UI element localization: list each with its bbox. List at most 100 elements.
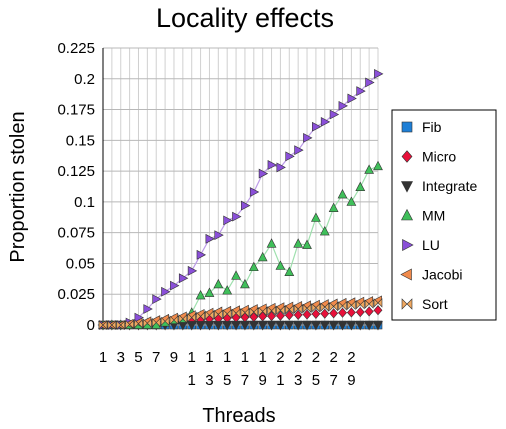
x-tick-label: 5	[134, 349, 142, 366]
data-point-integrate	[240, 321, 250, 331]
data-point-lu	[267, 160, 277, 170]
data-point-lu	[223, 215, 233, 226]
data-point-integrate	[355, 321, 366, 331]
x-tick-label: 5	[312, 372, 320, 389]
data-point-integrate	[284, 321, 295, 331]
data-point-integrate	[328, 321, 339, 331]
data-point-integrate	[337, 321, 348, 331]
legend-marker-jacobi	[400, 268, 412, 281]
data-point-lu	[294, 145, 304, 156]
data-point-lu	[320, 116, 331, 127]
y-tick-label: 0.075	[57, 225, 95, 242]
data-point-sort	[125, 319, 134, 330]
data-point-mm	[257, 251, 268, 262]
data-point-integrate	[204, 321, 215, 331]
legend-item-integrate: Integrate	[401, 178, 477, 194]
data-point-sort	[302, 303, 312, 314]
data-point-mm	[346, 196, 357, 206]
data-point-micro	[320, 308, 330, 319]
data-point-lu	[170, 280, 180, 291]
x-tick-label: 2	[312, 349, 320, 366]
data-point-sort	[205, 310, 214, 320]
data-point-sort	[107, 320, 117, 330]
data-point-sort	[240, 307, 250, 318]
data-point-sort	[169, 315, 179, 325]
data-point-lu	[161, 286, 171, 297]
data-point-sort	[373, 298, 383, 308]
x-tick-label: 1	[241, 349, 249, 366]
data-point-lu	[196, 249, 207, 260]
data-point-mm	[355, 181, 366, 192]
legend-marker-lu	[402, 239, 414, 251]
data-point-lu	[303, 132, 313, 143]
data-point-mm	[293, 238, 304, 248]
y-tick-label: 0.2	[74, 71, 95, 88]
data-point-sort	[329, 301, 338, 312]
data-point-mm	[240, 278, 250, 289]
legend-item-mm: MM	[401, 208, 445, 224]
y-tick-label: 0.15	[66, 132, 95, 149]
legend-label: LU	[422, 237, 440, 253]
data-point-micro	[373, 305, 383, 316]
data-point-integrate	[266, 321, 277, 331]
data-point-sort	[311, 303, 321, 313]
x-tick-label: 1	[223, 349, 231, 366]
data-point-integrate	[231, 321, 241, 331]
legend-marker-integrate	[401, 181, 413, 193]
data-point-lu	[143, 304, 153, 314]
data-point-micro	[355, 307, 365, 318]
data-point-sort	[160, 316, 170, 327]
data-point-integrate	[302, 321, 312, 331]
x-tick-label: 2	[294, 349, 302, 366]
x-tick-label: 7	[152, 349, 160, 366]
legend-marker-fib	[401, 121, 413, 133]
data-point-micro	[293, 309, 303, 320]
data-point-integrate	[319, 321, 330, 331]
data-point-lu	[232, 211, 242, 222]
x-tick-label: 1	[188, 372, 196, 389]
data-point-sort	[143, 318, 152, 328]
data-point-lu	[276, 162, 286, 173]
data-point-integrate	[373, 321, 383, 331]
data-point-mm	[337, 189, 348, 199]
data-point-micro	[311, 308, 321, 319]
data-point-micro	[284, 310, 294, 321]
legend-label: Integrate	[422, 178, 477, 194]
x-tick-label: 1	[276, 372, 284, 389]
legend-label: Jacobi	[422, 267, 462, 283]
data-point-sort	[187, 312, 197, 323]
data-point-integrate	[213, 321, 224, 331]
legend-label: Fib	[422, 119, 442, 135]
data-point-sort	[134, 319, 143, 329]
x-tick-label: 2	[276, 349, 284, 366]
y-tick-label: 0.125	[57, 163, 95, 180]
data-point-lu	[258, 168, 269, 179]
data-point-lu	[365, 77, 375, 88]
x-tick-label: 7	[241, 372, 249, 389]
data-point-micro	[338, 307, 347, 318]
y-tick-label: 0	[87, 317, 95, 334]
data-point-mm	[231, 270, 241, 280]
data-point-sort	[347, 300, 356, 311]
data-point-micro	[364, 306, 374, 317]
data-point-sort	[98, 320, 108, 330]
data-point-mm	[248, 261, 259, 272]
y-tick-label: 0.225	[57, 40, 95, 57]
x-tick-label: 9	[347, 372, 355, 389]
data-point-integrate	[195, 321, 206, 331]
data-point-lu	[241, 200, 251, 211]
x-tick-label: 1	[188, 349, 196, 366]
data-point-micro	[346, 307, 356, 318]
data-point-sort	[258, 306, 267, 317]
data-point-mm	[204, 287, 215, 297]
legend-item-micro: Micro	[401, 149, 456, 165]
x-tick-label: 9	[170, 349, 178, 366]
legend-label: Sort	[422, 296, 448, 312]
data-point-integrate	[346, 321, 357, 331]
data-point-mm	[213, 278, 224, 289]
data-point-lu	[338, 100, 348, 111]
data-point-lu	[356, 86, 366, 96]
legend-label: Micro	[422, 149, 456, 165]
data-point-micro	[276, 310, 285, 321]
